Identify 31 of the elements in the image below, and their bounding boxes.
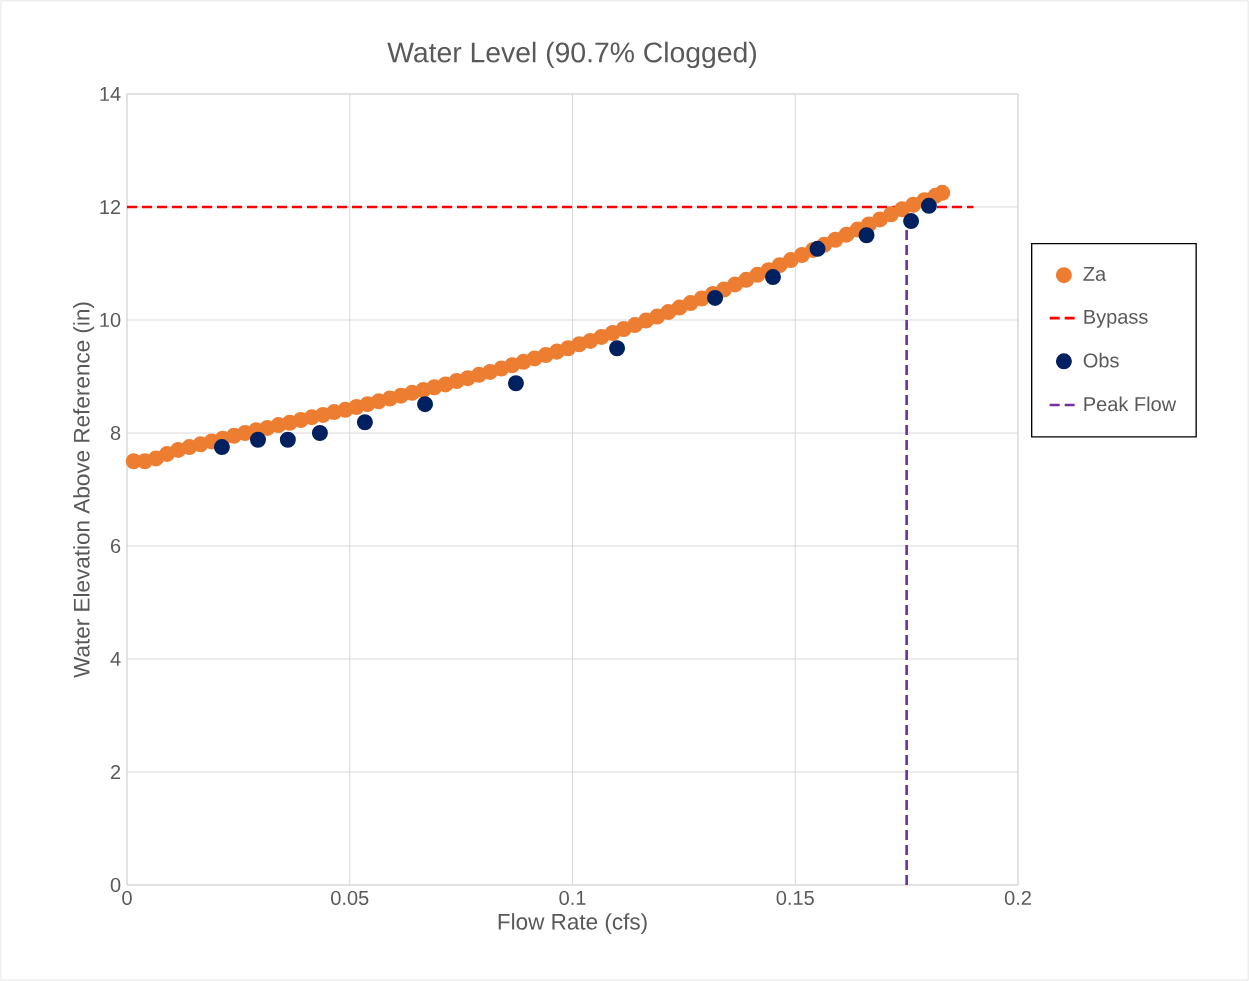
point bbox=[356, 414, 373, 431]
x-tick-label: 0.15 bbox=[776, 890, 814, 906]
legend-label: Peak Flow bbox=[1084, 396, 1177, 412]
point bbox=[920, 197, 937, 214]
point bbox=[417, 396, 434, 413]
x-tick-label: 0.05 bbox=[331, 890, 369, 906]
point bbox=[707, 289, 724, 306]
x-tick-label: 0.1 bbox=[559, 890, 586, 906]
y-tick-label: 2 bbox=[110, 765, 121, 779]
legend-label: Za bbox=[1083, 267, 1107, 281]
x-tick-label: 0 bbox=[122, 890, 132, 906]
point bbox=[311, 424, 328, 441]
point bbox=[903, 213, 920, 230]
legend-label: Bypass bbox=[1084, 309, 1148, 328]
y-tick-label: 6 bbox=[111, 538, 121, 554]
x-axis-title: Flow Rate (cfs) bbox=[498, 913, 647, 935]
legend-label: Obs bbox=[1083, 352, 1119, 368]
point bbox=[609, 340, 626, 357]
chart-title: Water Level (90.7% Clogged) bbox=[387, 41, 756, 69]
y-tick-label: 14 bbox=[100, 87, 121, 101]
x-tick-label: 0.2 bbox=[1004, 890, 1031, 906]
point bbox=[279, 431, 296, 448]
y-tick-label: 4 bbox=[110, 652, 121, 666]
y-tick-label: 0 bbox=[110, 877, 121, 893]
y-tick-label: 10 bbox=[100, 312, 121, 328]
point bbox=[213, 439, 230, 456]
point bbox=[507, 375, 524, 392]
y-tick-label: 8 bbox=[110, 425, 121, 441]
point bbox=[809, 240, 826, 257]
y-axis-title: Water Elevation Above Reference (in) bbox=[73, 302, 95, 678]
y-tick-label: 12 bbox=[100, 200, 121, 214]
